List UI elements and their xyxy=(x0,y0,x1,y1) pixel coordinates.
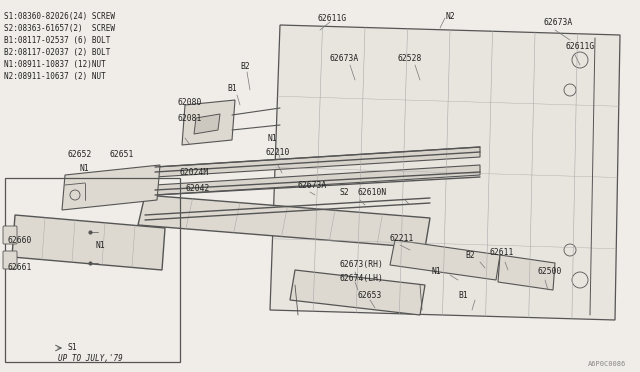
Polygon shape xyxy=(290,270,425,315)
Polygon shape xyxy=(390,240,500,280)
Text: 62673A: 62673A xyxy=(543,17,572,26)
Text: 62500: 62500 xyxy=(538,267,563,276)
Text: A6P0C0086: A6P0C0086 xyxy=(588,361,626,367)
Polygon shape xyxy=(270,25,620,320)
Polygon shape xyxy=(12,215,165,270)
Bar xyxy=(5,178,180,362)
Text: 62660: 62660 xyxy=(8,235,33,244)
Polygon shape xyxy=(182,100,235,145)
Text: N1: N1 xyxy=(268,134,278,142)
Text: 62673A: 62673A xyxy=(330,54,359,62)
Text: B1: B1 xyxy=(227,83,237,93)
Polygon shape xyxy=(155,147,480,177)
Text: S2:08363-61657(2)  SCREW: S2:08363-61657(2) SCREW xyxy=(4,24,115,33)
Text: B2:08117-02037 (2) BOLT: B2:08117-02037 (2) BOLT xyxy=(4,48,110,57)
Text: 62611: 62611 xyxy=(490,247,515,257)
FancyBboxPatch shape xyxy=(3,226,17,244)
Text: N1: N1 xyxy=(432,267,442,276)
Text: S1: S1 xyxy=(67,343,77,353)
Text: S1:08360-82026(24) SCREW: S1:08360-82026(24) SCREW xyxy=(4,12,115,21)
Text: N1:08911-10837 (12)NUT: N1:08911-10837 (12)NUT xyxy=(4,60,106,69)
Text: 62528: 62528 xyxy=(398,54,422,62)
Text: 62610N: 62610N xyxy=(358,187,387,196)
Text: 62661: 62661 xyxy=(8,263,33,273)
Text: B2: B2 xyxy=(240,61,250,71)
Text: 62652: 62652 xyxy=(68,150,92,158)
Text: N2:08911-10637 (2) NUT: N2:08911-10637 (2) NUT xyxy=(4,72,106,81)
Text: 62024M: 62024M xyxy=(180,167,209,176)
Text: 62653: 62653 xyxy=(358,292,382,301)
Polygon shape xyxy=(62,165,160,210)
Text: 62674(LH): 62674(LH) xyxy=(340,273,384,282)
Text: 62210: 62210 xyxy=(266,148,291,157)
Text: 62081: 62081 xyxy=(178,113,202,122)
Text: N1: N1 xyxy=(80,164,90,173)
Polygon shape xyxy=(498,255,555,290)
Text: 62673A: 62673A xyxy=(298,180,327,189)
Text: UP TO JULY,'79: UP TO JULY,'79 xyxy=(58,353,122,362)
Text: B2: B2 xyxy=(465,250,475,260)
Polygon shape xyxy=(194,114,220,134)
Text: 62611G: 62611G xyxy=(318,13,348,22)
Polygon shape xyxy=(155,165,480,195)
Text: 62611G: 62611G xyxy=(565,42,595,51)
Text: B1:08117-02537 (6) BOLT: B1:08117-02537 (6) BOLT xyxy=(4,36,110,45)
Text: B1: B1 xyxy=(458,292,468,301)
Text: N2: N2 xyxy=(446,12,456,20)
Text: 62211: 62211 xyxy=(390,234,414,243)
Text: S2: S2 xyxy=(340,187,349,196)
Text: 62042: 62042 xyxy=(185,183,209,192)
Text: 62080: 62080 xyxy=(178,97,202,106)
Text: N1: N1 xyxy=(96,241,106,250)
FancyBboxPatch shape xyxy=(3,251,17,269)
Polygon shape xyxy=(138,195,430,248)
Text: 62651: 62651 xyxy=(110,150,134,158)
Text: 62673(RH): 62673(RH) xyxy=(340,260,384,269)
